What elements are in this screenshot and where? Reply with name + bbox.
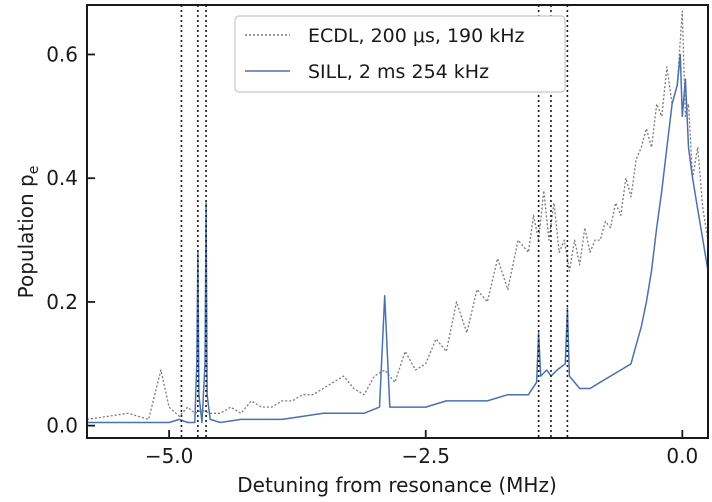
x-tick-label: 0.0 [666,444,698,468]
y-axis-label: Population pe [14,166,42,299]
y-axis-label-main: Population p [14,174,38,298]
y-axis-label-subscript: e [26,166,42,175]
y-tick-label: 0.2 [46,290,78,314]
vertical-marker-lines [180,5,569,438]
series-line-sill [87,53,709,424]
plot-area [86,10,709,424]
svg-text:Population pe: Population pe [14,166,42,299]
series-line-ecdl [86,10,709,421]
legend-box [234,15,566,93]
legend-label-sill: SILL, 2 ms 254 kHz [308,61,489,83]
x-tick-label: −2.5 [401,444,450,468]
y-tick-label: 0.0 [46,414,78,438]
legend-label-ecdl: ECDL, 200 μs, 190 kHz [308,25,525,47]
y-tick-label: 0.4 [46,166,78,190]
axes: −5.0 −2.5 0.0 0.0 0.2 0.4 0.6 [46,4,709,468]
x-axis-label: Detuning from resonance (MHz) [237,473,557,497]
legend: ECDL, 200 μs, 190 kHz SILL, 2 ms 254 kHz [234,15,566,93]
y-tick-label: 0.6 [46,42,78,66]
plot-frame [86,4,709,439]
x-tick-label: −5.0 [145,444,194,468]
